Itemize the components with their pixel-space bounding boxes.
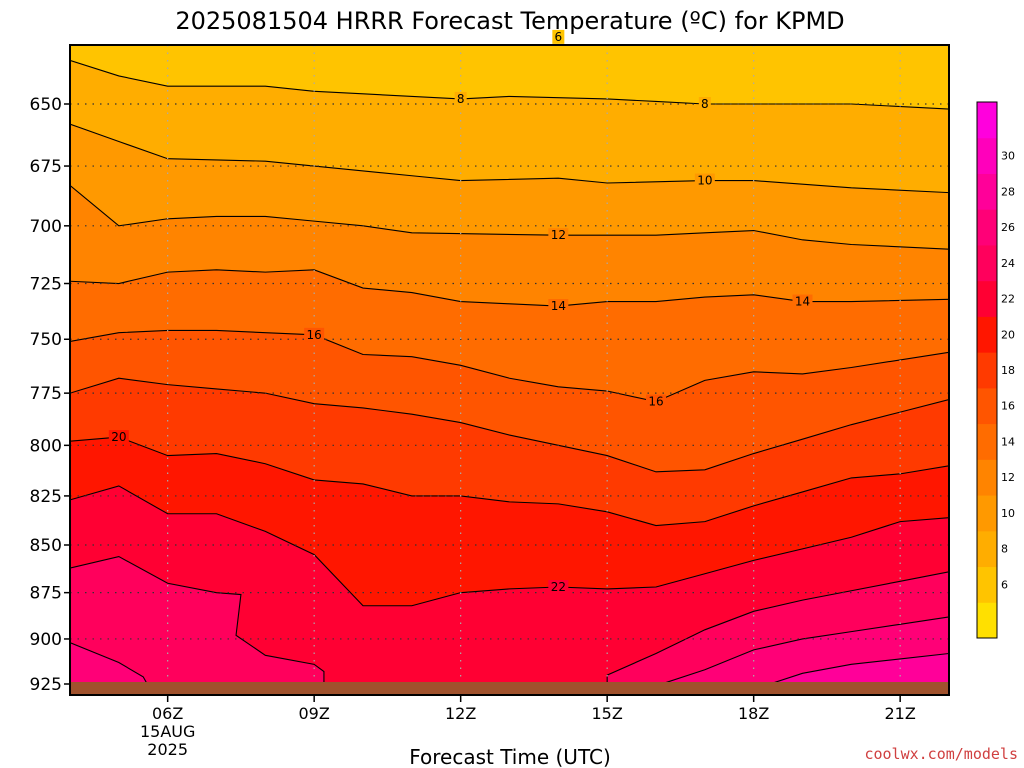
contour-line — [70, 485, 949, 607]
contour-label-bg — [304, 327, 325, 342]
contour-label: 6 — [555, 30, 563, 44]
colorbar-swatch — [977, 137, 997, 174]
contour-label: 14 — [795, 295, 810, 309]
x-tick-label: 09Z — [299, 704, 330, 723]
contour-line — [606, 571, 949, 690]
x-tick-sublabel: 15AUG — [140, 722, 195, 741]
colorbar-tick-label: 26 — [1001, 221, 1015, 234]
contour-label: 8 — [457, 92, 465, 106]
x-tick-label: 15Z — [592, 704, 623, 723]
x-tick-label: 21Z — [885, 704, 916, 723]
colorbar-tick-label: 20 — [1001, 328, 1015, 341]
contour-label-bg — [792, 294, 813, 309]
colorbar-swatch — [977, 459, 997, 496]
contour-label-bg — [548, 228, 569, 243]
credit-text: coolwx.com/models — [864, 745, 1018, 763]
y-tick-label: 875 — [30, 584, 62, 604]
colorbar-swatch — [977, 352, 997, 389]
colorbar-swatch — [977, 209, 997, 246]
terrain-band — [70, 682, 949, 695]
x-tick-label: 18Z — [738, 704, 769, 723]
y-tick-label: 925 — [30, 675, 62, 695]
colorbar-swatch — [977, 102, 997, 139]
contour-label: 20 — [111, 430, 126, 444]
y-tick-label: 650 — [30, 95, 62, 115]
band-fill — [70, 556, 324, 695]
colorbar-swatch — [977, 173, 997, 210]
contour-label: 12 — [551, 228, 566, 242]
contour-label: 22 — [551, 580, 566, 594]
contour-label-bg — [108, 430, 129, 445]
colorbar-swatch — [977, 423, 997, 460]
colorbar-swatch — [977, 280, 997, 317]
y-tick-label: 725 — [30, 275, 62, 295]
contour-label-bg — [698, 97, 711, 111]
contour-label: 14 — [551, 299, 566, 313]
colorbar-swatch — [977, 495, 997, 532]
colorbar-tick-label: 6 — [1001, 578, 1008, 591]
colorbar-tick-label: 8 — [1001, 543, 1008, 556]
contour-line — [70, 184, 949, 250]
contour-line — [70, 329, 949, 403]
colorbar-swatch — [977, 530, 997, 568]
x-axis-label: Forecast Time (UTC) — [409, 745, 611, 768]
contour-line — [753, 652, 949, 690]
y-axis: 650 675 700 725 750 775 800 825 850 875 900 925 — [30, 95, 70, 695]
temperature-fill — [70, 45, 949, 695]
colorbar-swatch — [977, 244, 997, 282]
contour-labels: 6 8 8 10 12 14 14 16 16 20 22 — [108, 29, 813, 595]
chart-title: 2025081504 HRRR Forecast Temperature (ºC… — [175, 7, 844, 35]
contour-label-bg — [694, 173, 715, 188]
contour-label-bg — [646, 394, 666, 409]
colorbar-tick-label: 18 — [1001, 364, 1015, 377]
contour-label-bg — [548, 299, 569, 314]
colorbar-tick-label: 24 — [1001, 257, 1015, 270]
contour-line — [70, 642, 149, 687]
y-tick-label: 750 — [30, 330, 62, 350]
y-tick-label: 800 — [30, 436, 62, 456]
y-tick-label: 825 — [30, 487, 62, 507]
colorbar-swatch — [977, 316, 997, 353]
contour-line — [70, 436, 949, 527]
colorbar-tick-label: 10 — [1001, 507, 1015, 520]
y-tick-label: 700 — [30, 217, 62, 237]
colorbar-tick-label: 14 — [1001, 435, 1015, 448]
colorbar-tick-label: 30 — [1001, 150, 1015, 163]
contour-label: 16 — [307, 328, 322, 342]
contour-line — [70, 377, 949, 473]
contour-line — [70, 555, 325, 690]
contour-label-bg — [454, 91, 467, 106]
contour-label-bg — [552, 29, 565, 44]
band-fill — [70, 642, 149, 695]
contour-label: 16 — [648, 395, 663, 409]
colorbar-tick-label: 22 — [1001, 293, 1015, 306]
contour-line — [70, 269, 949, 307]
plot-frame — [69, 44, 950, 696]
colorbar-swatch — [977, 387, 997, 425]
colorbar-frame — [976, 101, 998, 639]
y-tick-label: 850 — [30, 536, 62, 556]
colorbar-tick-label: 16 — [1001, 400, 1015, 413]
x-tick-label: 06Z — [152, 704, 183, 723]
colorbar-tick-label: 28 — [1001, 185, 1015, 198]
colorbar-swatch — [977, 602, 997, 639]
colorbar-swatch — [977, 566, 997, 603]
y-tick-label: 775 — [30, 384, 62, 404]
y-tick-label: 900 — [30, 630, 62, 650]
contour-label-bg — [548, 580, 569, 595]
colorbar: 6 8 10 12 14 16 18 20 22 24 26 28 30 — [976, 101, 1015, 639]
x-tick-sublabel: 2025 — [147, 740, 188, 759]
x-tick-label: 12Z — [445, 704, 476, 723]
colorbar-tick-label: 12 — [1001, 471, 1015, 484]
contour-label: 8 — [701, 97, 709, 111]
contour-label: 10 — [697, 174, 712, 188]
y-tick-label: 675 — [30, 157, 62, 177]
